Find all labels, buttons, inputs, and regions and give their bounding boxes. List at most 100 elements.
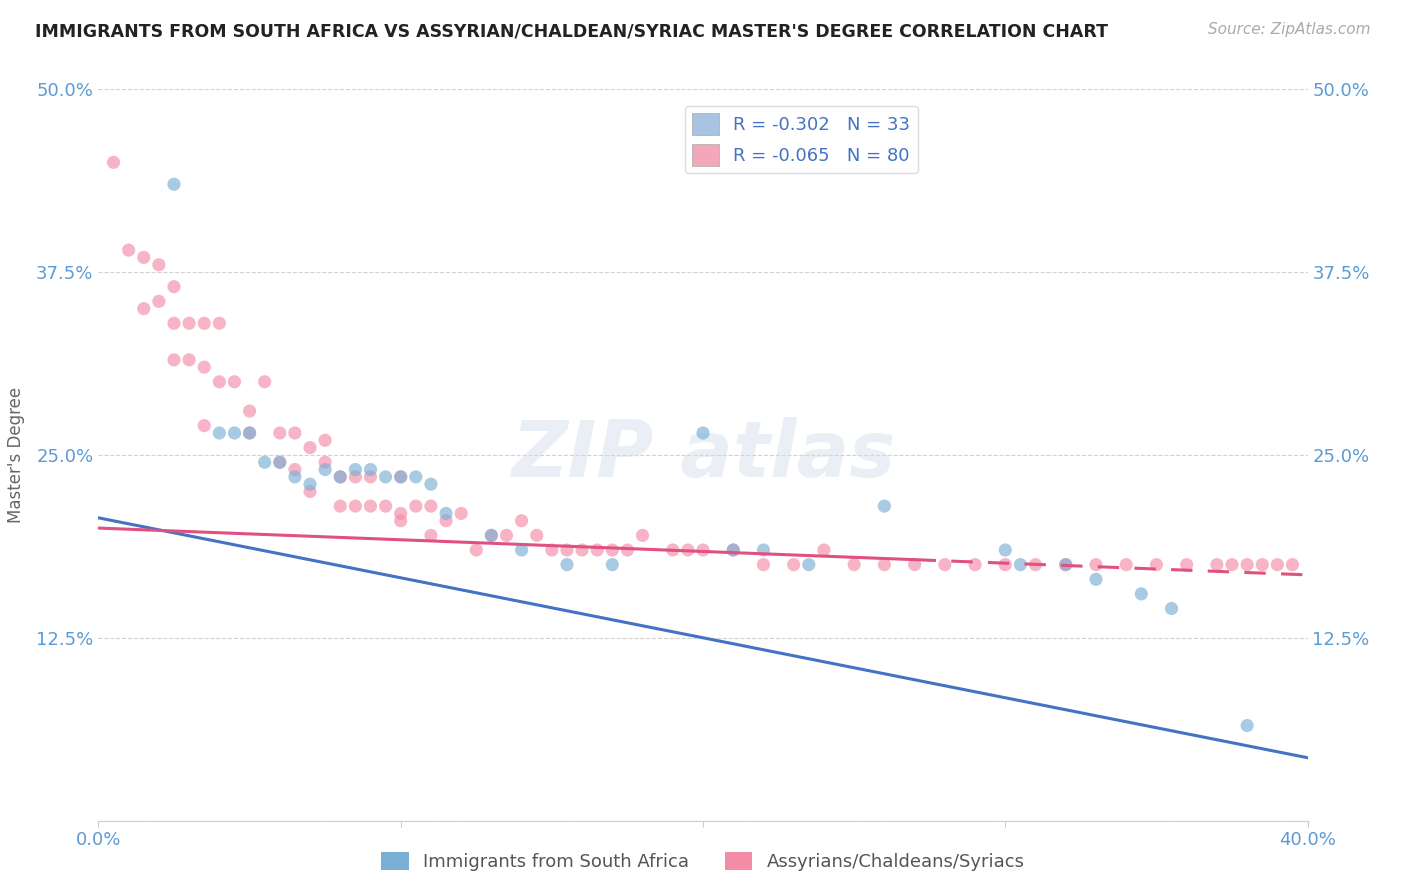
Point (692, 543, 714, 558)
Point (1267, 558, 1289, 572)
Point (389, 507, 412, 521)
Point (723, 543, 745, 558)
Point (965, 558, 987, 572)
Point (284, 425, 307, 440)
Point (1054, 558, 1077, 572)
Point (360, 462, 382, 476)
Legend: Immigrants from South Africa, Assyrians/Chaldeans/Syriacs: Immigrants from South Africa, Assyrians/… (374, 845, 1032, 879)
Point (163, 352, 186, 367)
Point (329, 470, 352, 484)
Point (344, 499, 367, 513)
Point (344, 470, 367, 484)
Point (239, 425, 262, 440)
Point (208, 375, 231, 389)
Point (1144, 558, 1167, 572)
Point (420, 477, 443, 491)
Point (994, 543, 1017, 558)
Point (752, 543, 775, 558)
Point (193, 316, 215, 330)
Point (994, 558, 1017, 572)
Point (1236, 558, 1258, 572)
Point (193, 360, 215, 375)
Point (239, 425, 262, 440)
Point (450, 507, 472, 521)
Point (299, 477, 322, 491)
Point (1115, 558, 1137, 572)
Point (510, 514, 533, 528)
Point (783, 558, 806, 572)
Point (224, 375, 246, 389)
Point (420, 528, 443, 542)
Point (1160, 601, 1182, 615)
Point (239, 404, 262, 418)
Point (224, 425, 246, 440)
Point (434, 514, 457, 528)
Point (540, 543, 562, 558)
Point (253, 455, 276, 469)
Text: ZIP atlas: ZIP atlas (510, 417, 896, 493)
Point (118, 243, 141, 257)
Point (360, 470, 382, 484)
Point (904, 558, 927, 572)
Point (602, 558, 624, 572)
Point (389, 514, 412, 528)
Point (284, 470, 307, 484)
Point (752, 558, 775, 572)
Point (208, 425, 231, 440)
Point (723, 543, 745, 558)
Point (631, 528, 654, 542)
Point (434, 507, 457, 521)
Point (148, 258, 170, 272)
Point (555, 543, 578, 558)
Point (495, 528, 517, 542)
Point (602, 543, 624, 558)
Point (163, 279, 186, 293)
Point (132, 301, 155, 316)
Point (389, 470, 412, 484)
Point (571, 543, 593, 558)
Text: IMMIGRANTS FROM SOUTH AFRICA VS ASSYRIAN/CHALDEAN/SYRIAC MASTER'S DEGREE CORRELA: IMMIGRANTS FROM SOUTH AFRICA VS ASSYRIAN… (35, 22, 1108, 40)
Point (163, 178, 186, 192)
Point (526, 528, 548, 542)
Point (661, 543, 683, 558)
Point (510, 543, 533, 558)
Point (692, 425, 714, 440)
Point (299, 441, 322, 455)
Point (314, 462, 336, 476)
Point (405, 499, 427, 513)
Legend: R = -0.302   N = 33, R = -0.065   N = 80: R = -0.302 N = 33, R = -0.065 N = 80 (685, 105, 918, 173)
Point (676, 543, 699, 558)
Point (314, 455, 336, 469)
Point (1085, 572, 1108, 586)
Point (873, 499, 896, 513)
Point (934, 558, 956, 572)
Point (1220, 558, 1243, 572)
Point (405, 470, 427, 484)
Point (360, 499, 382, 513)
Point (1206, 558, 1229, 572)
Point (555, 558, 578, 572)
Point (389, 470, 412, 484)
Point (179, 316, 201, 330)
Point (481, 528, 503, 542)
Point (465, 543, 488, 558)
Point (163, 316, 186, 330)
Y-axis label: Master's Degree: Master's Degree (7, 387, 25, 523)
Point (616, 543, 638, 558)
Point (374, 470, 396, 484)
Point (299, 484, 322, 499)
Point (329, 470, 352, 484)
Point (132, 251, 155, 265)
Point (481, 528, 503, 542)
Point (269, 425, 291, 440)
Point (284, 462, 307, 476)
Point (179, 352, 201, 367)
Point (797, 558, 820, 572)
Text: Source: ZipAtlas.com: Source: ZipAtlas.com (1208, 22, 1371, 37)
Point (344, 462, 367, 476)
Point (1236, 718, 1258, 732)
Point (103, 155, 125, 169)
Point (314, 434, 336, 448)
Point (193, 418, 215, 433)
Point (1085, 558, 1108, 572)
